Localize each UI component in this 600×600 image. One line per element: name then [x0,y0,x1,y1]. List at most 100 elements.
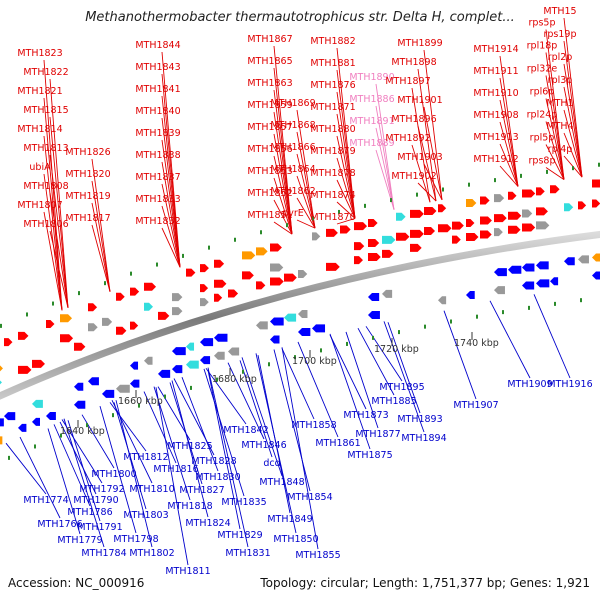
reverse-gene-label: MTH1827 [179,485,224,496]
label-leader [563,86,583,178]
reverse-gene-mark [298,309,308,318]
reverse-gene-label: MTH1850 [273,534,318,545]
forward-gene-label: MTH1841 [135,84,180,95]
reverse-gene-label: MTH1873 [343,410,388,421]
forward-gene-label: MTH1898 [391,57,436,68]
label-leader [91,224,111,292]
label-leader [63,418,105,548]
forward-gene-label: MTH1892 [385,133,430,144]
forward-gene-mark [270,277,284,286]
reverse-gene-mark [214,333,228,342]
label-leader [273,89,293,235]
forward-gene-label: MTH1870 [310,212,355,223]
label-leader [49,230,69,308]
reverse-gene-label: MTH1803 [123,510,168,521]
reverse-gene-label: MTH1885 [371,396,416,407]
gc-mark [182,253,184,258]
label-leader [563,109,583,178]
reverse-gene-label: MTH1766 [37,519,82,530]
gc-mark [138,403,140,408]
forward-gene-mark [18,365,32,374]
reverse-gene-mark [228,347,240,356]
gc-mark [78,291,80,296]
forward-gene-mark [88,323,98,332]
reverse-gene-mark [270,317,284,326]
gc-mark [26,312,28,317]
reverse-gene-label: MTH1846 [241,440,286,451]
label-leader [81,414,115,469]
gc-mark [450,319,452,324]
reverse-gene-mark [186,342,195,351]
gc-mark [112,413,114,418]
label-leader [336,69,356,219]
label-leader [383,321,425,433]
label-leader [411,87,431,203]
forward-gene-label: MTH1891 [349,116,394,127]
forward-gene-label: MTH1814 [17,124,62,135]
gc-mark [294,355,296,360]
reverse-gene-label: MTH1895 [379,382,424,393]
forward-gene-label: MTH1911 [473,66,518,77]
forward-gene-label: MTH1826 [65,147,110,158]
forward-gene-label: MTH1815 [23,105,68,116]
forward-gene-mark [424,227,435,236]
label-leader [109,402,147,452]
gc-mark [208,245,210,250]
label-leader [336,179,356,219]
forward-gene-mark [424,207,437,216]
gc-mark [286,223,288,228]
forward-gene-mark [522,189,536,198]
forward-gene-mark [200,284,209,293]
reverse-gene-label: MTH1798 [113,534,158,545]
reverse-gene-mark [522,281,535,290]
forward-gene-label: rpl24p [527,110,558,121]
reverse-gene-label: MTH1828 [191,456,236,467]
reverse-gene-label: MTH1816 [153,464,198,475]
forward-gene-label: MTH1865 [247,56,292,67]
feature-tracks [0,162,600,460]
reverse-gene-label: MTH1848 [259,477,304,488]
gc-mark [398,330,400,335]
forward-gene-label: MTH1851 [247,210,292,221]
reverse-gene-mark [536,279,550,288]
reverse-gene-mark [522,263,535,272]
label-leader [227,362,265,440]
forward-gene-mark [214,279,227,288]
forward-gene-label: MTH1871 [310,102,355,113]
reverse-gene-mark [32,399,43,408]
reverse-gene-label: MTH1812 [123,452,168,463]
label-leader [161,205,181,268]
label-leader [296,219,316,229]
label-leader [161,139,181,268]
gc-mark [8,455,10,460]
label-leader [281,347,319,550]
forward-gene-label: MTH1837 [135,172,180,183]
forward-gene-label: MTH1807 [17,200,62,211]
forward-gene-label: MTH1874 [310,190,355,201]
reverse-gene-label: MTH1854 [287,492,332,503]
gc-mark [520,173,522,178]
scale-label: 1740 kbp [454,338,499,349]
forward-gene-mark [536,187,545,196]
accession-text: Accession: NC_000916 [8,576,145,590]
label-leader [563,132,583,178]
forward-gene-mark [326,228,338,237]
reverse-gene-mark [592,271,600,280]
reverse-gene-label: MTH1800 [91,469,136,480]
reverse-gene-mark [74,400,86,409]
gc-mark [260,230,262,235]
forward-gene-mark [354,242,365,251]
reverse-gene-mark [368,310,380,319]
forward-gene-label: MTH1866 [270,142,315,153]
label-leader [281,348,315,420]
forward-gene-mark [522,209,533,218]
forward-gene-mark [396,232,410,241]
label-leader [91,158,111,292]
label-leader [171,380,209,518]
reverse-gene-label: MTH1894 [401,433,446,444]
gc-mark [242,369,244,374]
forward-gene-mark [4,338,13,347]
forward-gene-label: MTH1910 [473,88,518,99]
forward-gene-mark [256,247,268,256]
